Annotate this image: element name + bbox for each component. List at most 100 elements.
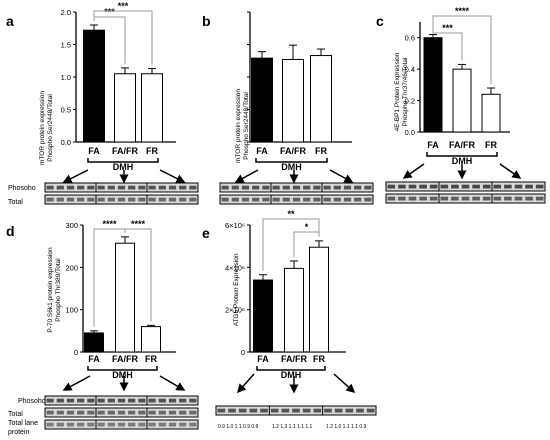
blot-band [87, 410, 95, 415]
blot-band [97, 197, 105, 202]
blot-band [97, 410, 105, 415]
svg-text:Phospho Ser2448/Total: Phospho Ser2448/Total [243, 92, 250, 160]
bar-fa [83, 29, 105, 143]
blot-band [272, 197, 280, 202]
blot-band [387, 196, 396, 201]
blot-band [221, 197, 229, 202]
y-tick-label: 300 [65, 221, 78, 230]
blot-label-phospho: Phosoho [8, 185, 36, 192]
blot-d-label-protein: protein [8, 429, 30, 436]
blot-band [281, 408, 290, 413]
panel-e-bars: *** [253, 209, 329, 353]
blot-band [128, 185, 136, 190]
blot-band [419, 184, 427, 189]
y-tick-label: 0.6 [405, 34, 415, 43]
y-tick-label: 100 [65, 306, 78, 315]
blot-band [189, 197, 197, 202]
blot-band [77, 398, 85, 403]
blot-band [525, 184, 533, 189]
blot-band [262, 197, 270, 202]
bar-fa [84, 332, 104, 353]
blot-band [148, 197, 156, 202]
blot-band [97, 398, 105, 403]
blot-band [472, 196, 480, 201]
blot-band [87, 398, 95, 403]
blot-band [387, 184, 396, 189]
panel-d-western-blot [44, 395, 199, 430]
panel-a-ylabel: mTOR protein expression Phospho Ser2448/… [39, 91, 54, 165]
blot-band [260, 408, 268, 413]
dmh-label: DMH [281, 370, 302, 380]
blot-band [158, 422, 166, 427]
category-label: FR [315, 146, 327, 156]
blot-band [231, 185, 239, 190]
panel-d-bars: **** **** [84, 219, 161, 353]
significance-label: *** [118, 1, 129, 11]
blot-band [343, 185, 352, 190]
bar-fa [253, 279, 273, 353]
blot-band [440, 184, 449, 189]
blot-band [282, 197, 290, 202]
blot-band [77, 410, 85, 415]
category-label: FA/FR [449, 140, 475, 150]
blot-band [221, 185, 229, 190]
blot-band [189, 422, 197, 427]
panel-e-dmh-group: DMH [237, 366, 356, 394]
bar-fa-fr [115, 242, 135, 353]
panel-b-bars [251, 44, 332, 143]
blot-e-numbers-3: 1.2 1.0 1.1 1.1 0.9 [326, 424, 367, 430]
category-label: FR [313, 354, 325, 364]
panel-b-western-blot [219, 182, 374, 205]
blot-band [535, 196, 544, 201]
blot-band [302, 408, 311, 413]
blot-band [303, 185, 311, 190]
blot-band [217, 408, 226, 413]
blot-band [97, 185, 105, 190]
significance-bracket [432, 15, 492, 84]
blot-band [324, 408, 332, 413]
blot-band [128, 410, 136, 415]
panel-c-ylabel: 4E-BP1 Protein Expression Phospho Thr37/… [394, 52, 409, 131]
blot-band [292, 197, 301, 202]
blot-band [138, 197, 146, 202]
blot-band [366, 408, 375, 413]
y-tick-label: 0.0 [405, 128, 415, 137]
y-tick-label: 200 [65, 263, 78, 272]
blot-band [158, 185, 166, 190]
blot-band [107, 197, 115, 202]
panel-b-dmh-group: DMH [234, 158, 354, 184]
blot-band [354, 185, 362, 190]
blot-band [461, 184, 470, 189]
blot-band [168, 410, 177, 415]
dmh-label: DMH [113, 162, 134, 172]
bar-fr [141, 326, 161, 353]
blot-band [504, 196, 512, 201]
blot-band [303, 197, 311, 202]
panel-c-bars: ******* [423, 6, 501, 133]
blot-band [493, 196, 502, 201]
significance-bracket [432, 30, 463, 61]
dmh-label: DMH [112, 370, 133, 380]
dmh-bracket [87, 158, 159, 163]
panel-d: d P-70 S6k1 protein expression Phospho T… [6, 219, 199, 436]
panel-a: a mTOR protein expression Phospho Ser244… [6, 1, 199, 206]
blot-band [228, 408, 236, 413]
panel-b-category-labels: FA FA/FR FR [256, 146, 327, 156]
blot-band [345, 408, 354, 413]
bar-fr [309, 246, 329, 353]
blot-band [179, 422, 187, 427]
blot-band [429, 196, 438, 201]
blot-band [313, 408, 322, 413]
bar-fa [251, 57, 273, 143]
blot-band [56, 410, 64, 415]
category-label: FA [427, 140, 439, 150]
dmh-label: DMH [281, 162, 302, 172]
category-label: FR [485, 140, 497, 150]
significance-label: **** [131, 219, 146, 229]
blot-band [66, 398, 75, 403]
svg-text:mTOR protein expression: mTOR protein expression [235, 89, 242, 163]
blot-band [493, 184, 502, 189]
significance-label: * [305, 222, 309, 232]
category-label: FA [88, 354, 100, 364]
